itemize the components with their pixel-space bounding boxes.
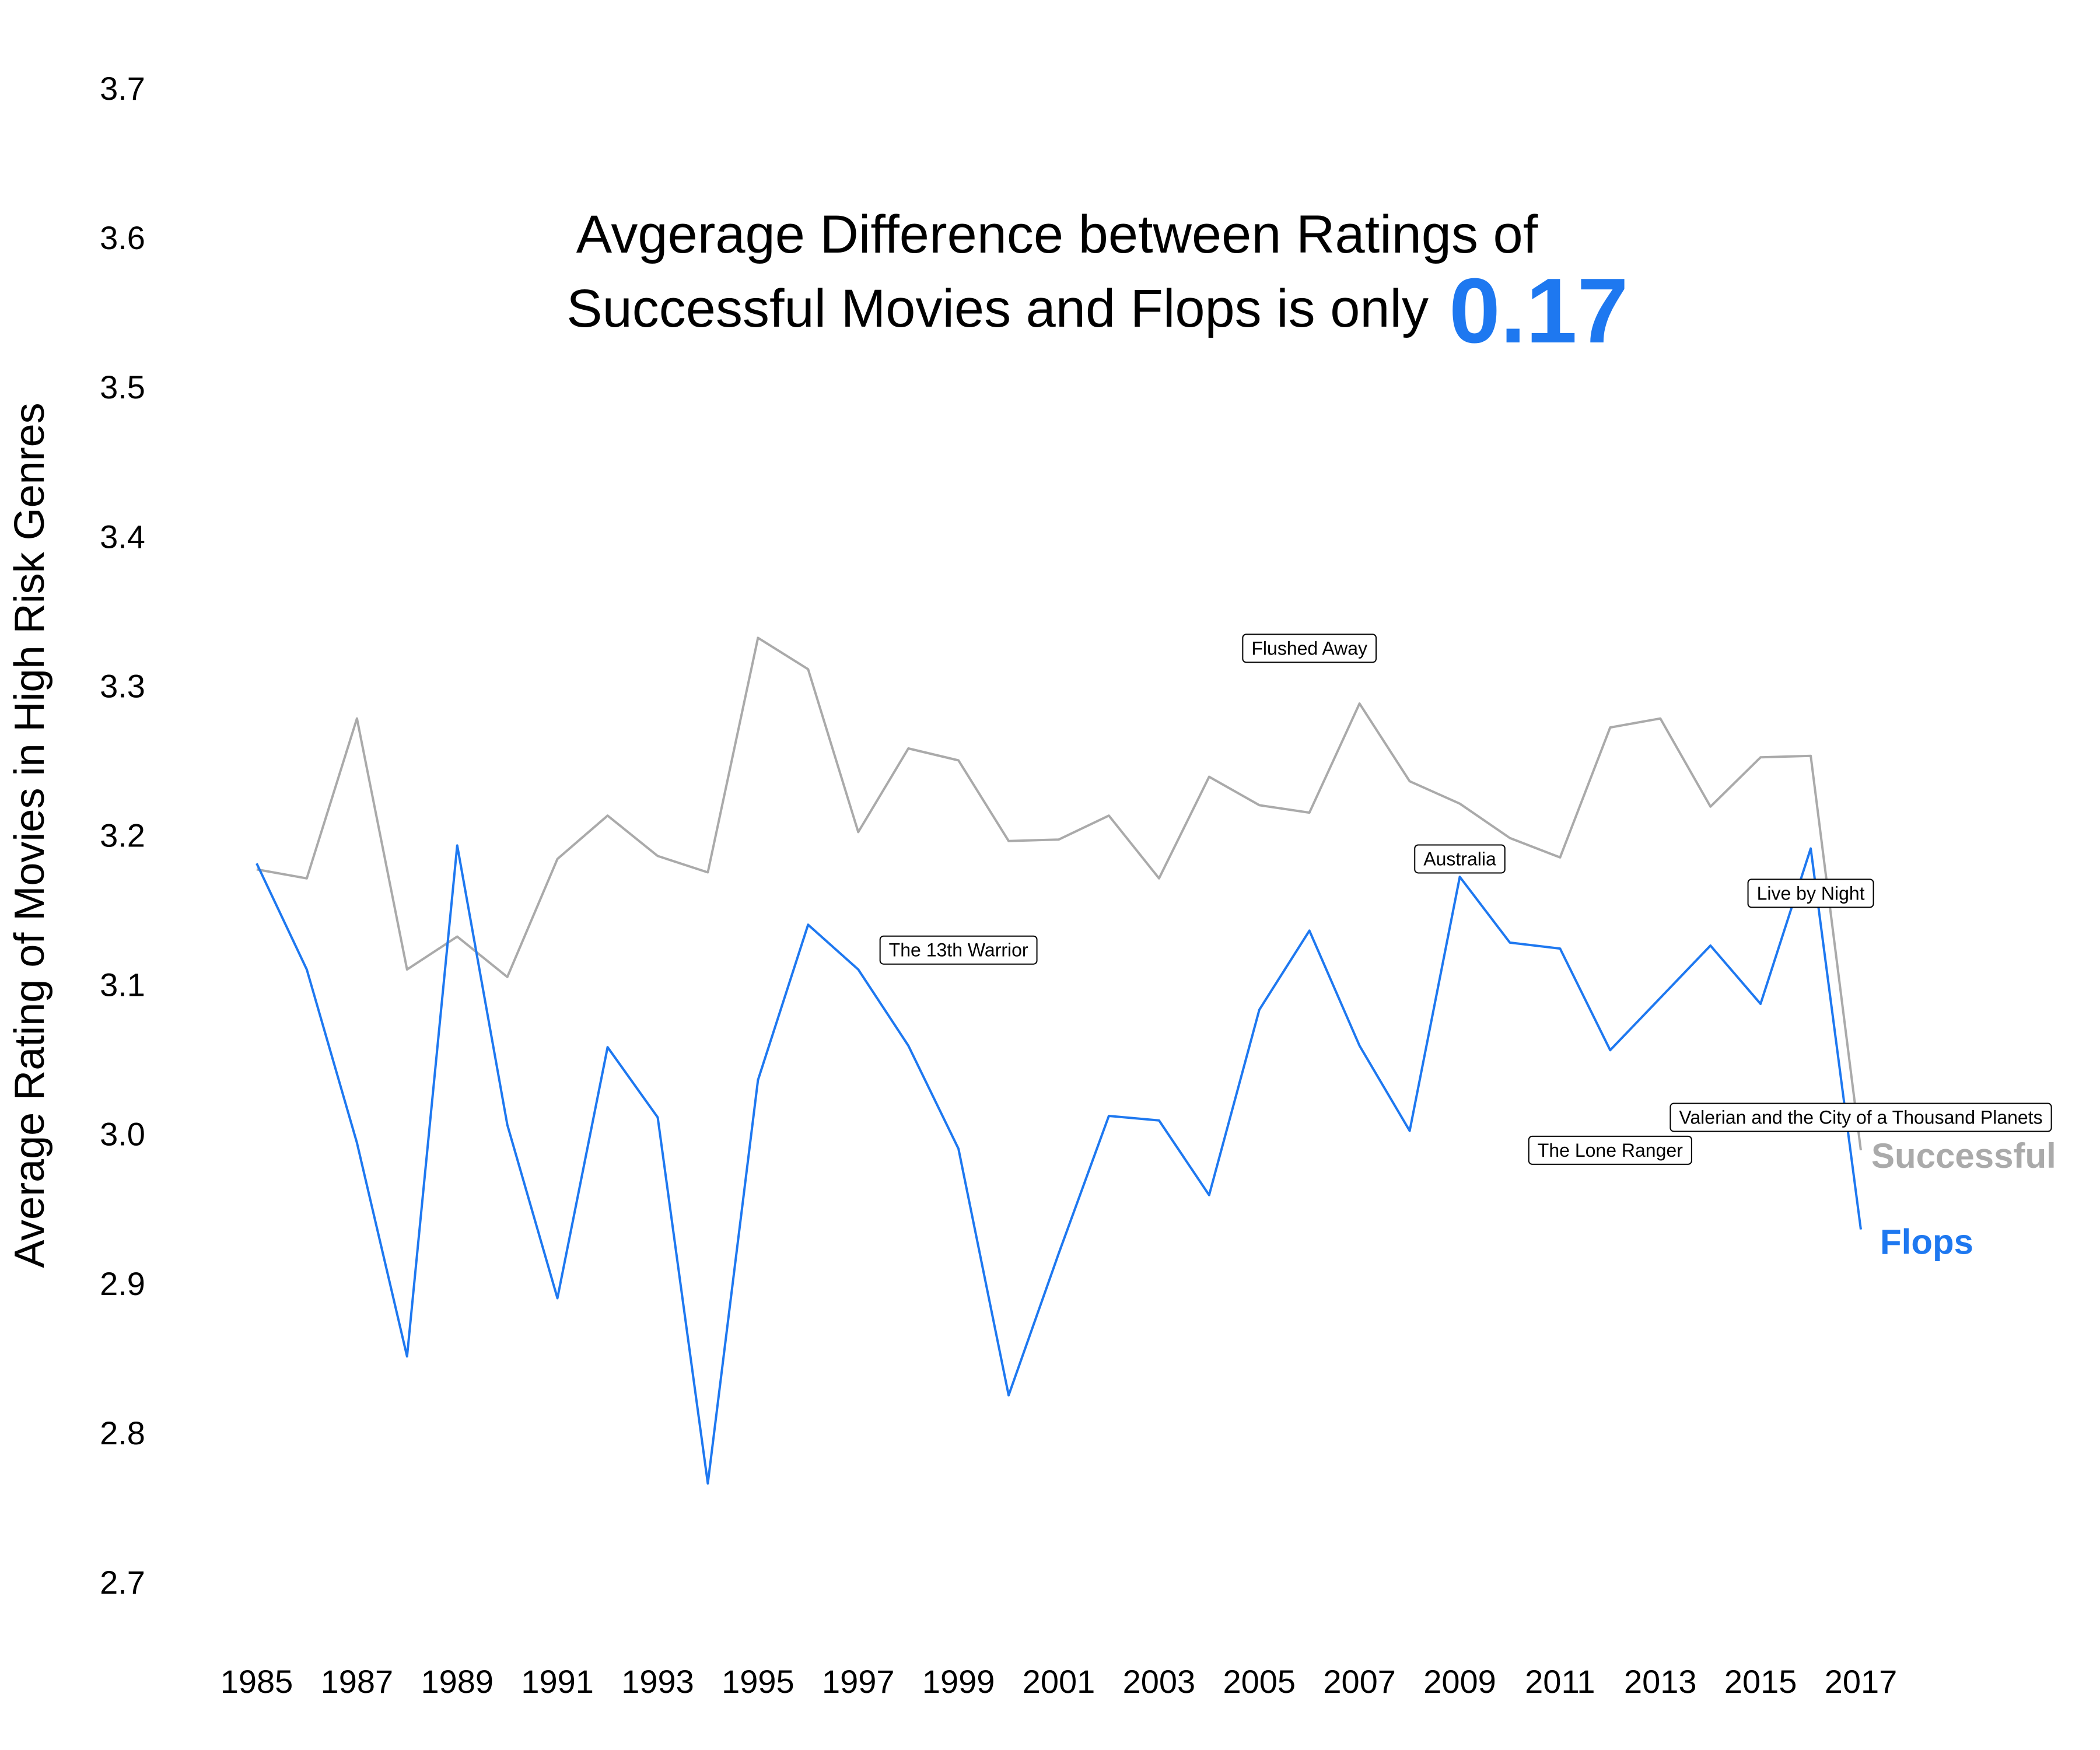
y-tick-label: 3.4 — [100, 518, 145, 555]
annotation-label: Live by Night — [1757, 883, 1865, 904]
series-label-successful: Successful — [1871, 1136, 2056, 1175]
x-tick-label: 1985 — [220, 1663, 293, 1700]
x-tick-label: 1993 — [621, 1663, 694, 1700]
x-tick-label: 2015 — [1724, 1663, 1797, 1700]
annotation: Live by Night — [1747, 878, 1874, 908]
x-tick-label: 2009 — [1423, 1663, 1496, 1700]
annotation: The Lone Ranger — [1528, 1135, 1692, 1165]
annotation-box — [879, 935, 1038, 965]
y-tick-label: 3.1 — [100, 967, 145, 1003]
y-tick-label: 3.2 — [100, 817, 145, 854]
chart-title: Avgerage Difference between Ratings of S… — [566, 205, 1628, 362]
annotation-box — [1670, 1102, 2052, 1132]
x-axis-ticks: 1985 1987 1989 1991 1993 1995 1997 1999 2001 2003… — [220, 1663, 1898, 1700]
x-tick-label: 1999 — [922, 1663, 995, 1700]
x-tick-label: 1989 — [421, 1663, 494, 1700]
x-tick-label: 1991 — [521, 1663, 594, 1700]
chart-title-line-2: Successful Movies and Flops is only — [566, 279, 1429, 338]
annotation-box — [1414, 844, 1506, 874]
annotation-label: The Lone Ranger — [1538, 1140, 1683, 1161]
x-tick-label: 1997 — [822, 1663, 895, 1700]
annotation-label: Australia — [1423, 848, 1496, 869]
annotation-label: Valerian and the City of a Thousand Plan… — [1679, 1107, 2042, 1128]
x-tick-label: 2005 — [1223, 1663, 1296, 1700]
annotation: The 13th Warrior — [879, 935, 1038, 965]
y-tick-label: 2.9 — [100, 1265, 145, 1302]
y-tick-label: 3.3 — [100, 667, 145, 704]
chart-annotations: Flushed Away Australia Live by Night The 13… — [879, 634, 2052, 1165]
y-tick-label: 2.7 — [100, 1564, 145, 1601]
y-tick-label: 2.8 — [100, 1415, 145, 1451]
series-direct-labels: Successful Flops — [1871, 1136, 2056, 1262]
y-tick-label: 3.0 — [100, 1116, 145, 1153]
annotation-box — [1747, 878, 1874, 908]
annotation: Flushed Away — [1242, 634, 1377, 663]
y-tick-label: 3.5 — [100, 369, 145, 405]
chart-title-line-1: Avgerage Difference between Ratings of — [576, 205, 1538, 264]
chart-title-highlight-value: 0.17 — [1449, 260, 1629, 362]
x-tick-label: 1995 — [722, 1663, 794, 1700]
series-label-flops: Flops — [1880, 1223, 1973, 1262]
series-lines — [256, 636, 1862, 1485]
y-axis-ticks: 2.7 2.8 2.9 3.0 3.1 3.2 3.3 3.4 3.5 3.6 3.7 — [100, 70, 145, 1601]
series-line-successful — [256, 636, 1862, 1151]
y-tick-label: 3.7 — [100, 70, 145, 107]
x-tick-label: 2013 — [1624, 1663, 1697, 1700]
annotation-label: The 13th Warrior — [889, 940, 1028, 961]
annotation: Australia — [1414, 844, 1506, 874]
series-line-flops — [256, 844, 1862, 1485]
x-tick-label: 2001 — [1023, 1663, 1096, 1700]
x-tick-label: 2011 — [1525, 1663, 1595, 1700]
x-tick-label: 1987 — [321, 1663, 394, 1700]
x-tick-label: 2017 — [1825, 1663, 1898, 1700]
annotation-box — [1528, 1135, 1692, 1165]
y-tick-label: 3.6 — [100, 219, 145, 256]
x-tick-label: 2007 — [1323, 1663, 1396, 1700]
annotation: Valerian and the City of a Thousand Plan… — [1670, 1102, 2052, 1132]
annotation-label: Flushed Away — [1251, 638, 1367, 659]
y-axis-label: Average Rating of Movies in High Risk Ge… — [6, 402, 53, 1268]
x-tick-label: 2003 — [1123, 1663, 1196, 1700]
annotation-box — [1242, 634, 1377, 663]
